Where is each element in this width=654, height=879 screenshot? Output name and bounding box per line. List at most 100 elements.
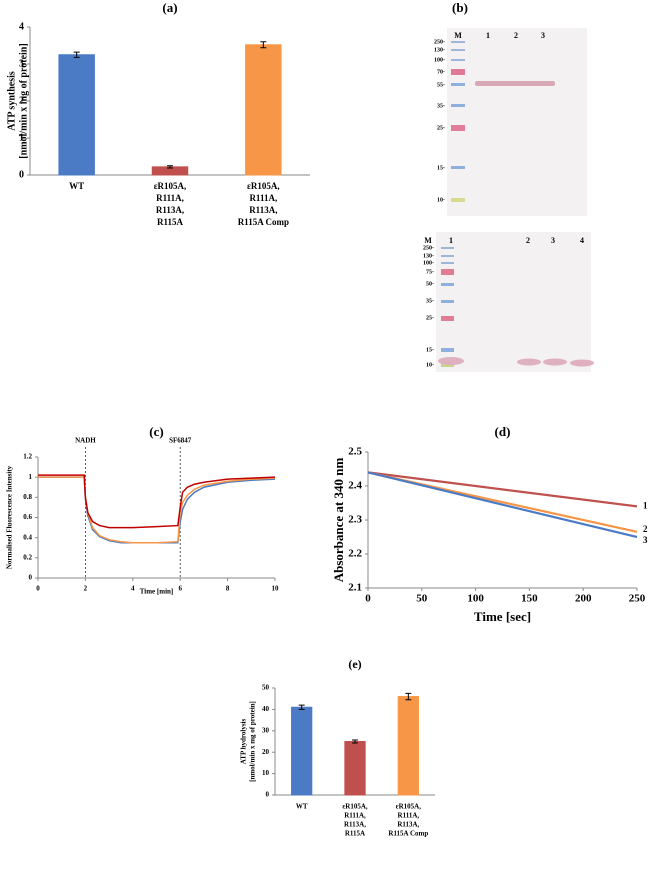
x-tick-label: εR105A, [396,803,422,811]
x-tick-label: 10 [272,585,280,593]
y-tick-label: 0.6 [23,513,32,521]
marker-ladder [451,41,465,202]
x-tick-label: 4 [131,585,135,593]
lane-label: 3 [541,31,545,40]
marker-label: 70- [437,69,445,75]
y-tick-label: 50 [262,684,270,692]
marker-label: 100- [423,260,434,266]
x-tick-label: WT [296,803,308,811]
y-tick-label: 4 [19,21,24,32]
bar [344,741,366,796]
marker-label: 75- [426,269,434,275]
x-tick-label: 0 [36,585,40,593]
x-tick-label: R113A, [397,821,419,829]
chart-title: (a) [162,0,177,15]
marker-label: 250- [434,39,445,45]
lane-label: 4 [580,236,584,245]
x-tick-label: R113A, [156,205,184,215]
chart-title: (d) [495,424,511,439]
panel-label: (b) [452,0,468,15]
error-bar [260,41,267,49]
x-tick-label: R115A [157,217,184,227]
panel-b: (b) M 1 2 3 250- 130- 100- 70- 55- 35- 2… [423,0,594,372]
x-tick-label: 0 [365,593,371,605]
error-bar [73,51,80,58]
y-axis-label: ATP hydrolysis [240,719,248,765]
x-tick-label: R111A, [344,812,366,820]
marker-label: 50- [426,281,434,287]
line-series [38,474,276,529]
annotation: SF6847 [169,437,192,445]
marker-label: 15- [437,165,445,171]
error-bar [167,165,173,169]
error-bar [298,704,305,710]
lane-label: M [454,31,462,40]
y-tick-label: 2.3 [348,514,362,526]
chart-panel: (c) 0 0.2 0.4 0.6 0.8 1 1.2 Normalised Fluoresce… [6,424,279,596]
series-label: 3 [643,535,648,545]
marker-label: 10- [437,197,445,203]
y-tick-label: 2 [19,95,24,106]
x-tick-label: R115A [345,830,365,838]
x-tick-label: R111A, [398,812,420,820]
y-tick-label: 2.1 [348,582,362,594]
protein-bands [438,357,594,367]
y-tick-label: 10 [262,769,270,777]
chart-panel: (e) 0 10 20 30 40 50 ATP hydrolysis [nmol/min x … [240,657,435,838]
y-tick-label: 30 [262,726,270,734]
y-tick-label: 2.2 [348,548,362,560]
series-label: 1 [643,500,648,510]
marker-label: 250- [423,245,434,251]
x-tick-label: R113A, [344,821,366,829]
error-bar [405,692,412,701]
y-tick-label: 0 [29,574,33,582]
marker-label: 100- [434,57,445,63]
y-axis-label: [nmol/min x mg of protein] [249,701,257,782]
y-tick-label: 3 [19,58,24,69]
x-tick-label: 100 [467,593,484,605]
error-bar [352,739,358,744]
chart-panel: (a) 0 1 2 3 4 ATP synthesis [nmol/min x mg of p… [6,0,310,227]
y-tick-label: 2.4 [348,480,362,492]
annotation: NADH [75,437,96,445]
marker-label: 55- [437,82,445,88]
protein-bands [475,81,555,86]
y-tick-label: 0.8 [23,493,32,501]
y-tick-label: 0 [19,169,24,180]
x-tick-label: 250 [629,593,646,605]
x-tick-label: 8 [226,585,230,593]
line-series [367,471,638,539]
x-tick-label: 200 [575,593,592,605]
marker-label: 10- [426,362,434,368]
marker-label: 130- [434,47,445,53]
y-tick-label: 2.5 [348,446,362,458]
lane-label: M [424,236,432,245]
x-tick-label: R115A Comp [238,217,289,227]
y-tick-label: 1.2 [23,453,32,461]
y-axis-label: Normalised Fluorescence Intensity [6,465,14,569]
series-label: 2 [643,524,648,534]
marker-ladder [441,247,454,367]
lane-label: 2 [514,31,518,40]
lane-label: 3 [551,236,555,245]
lane-label: 1 [449,236,453,245]
gel-image [447,28,587,216]
y-tick-label: 20 [262,748,270,756]
lane-label: 1 [486,31,490,40]
y-axis-label: ATP synthesis [6,71,17,131]
x-tick-label: 150 [521,593,538,605]
y-tick-label: 40 [262,705,270,713]
y-axis-label: Absorbance at 340 nm [331,458,346,583]
x-tick-label: 2 [84,585,88,593]
x-tick-label: εR105A, [247,181,280,191]
line-series [367,471,638,508]
bar [58,54,95,176]
x-axis-label: Time [min] [140,588,174,596]
chart-title: (e) [348,657,361,671]
marker-label: 35- [426,298,434,304]
y-tick-label: 0.4 [23,533,32,541]
x-tick-label: R115A Comp [388,830,428,838]
lane-label: 2 [526,236,530,245]
